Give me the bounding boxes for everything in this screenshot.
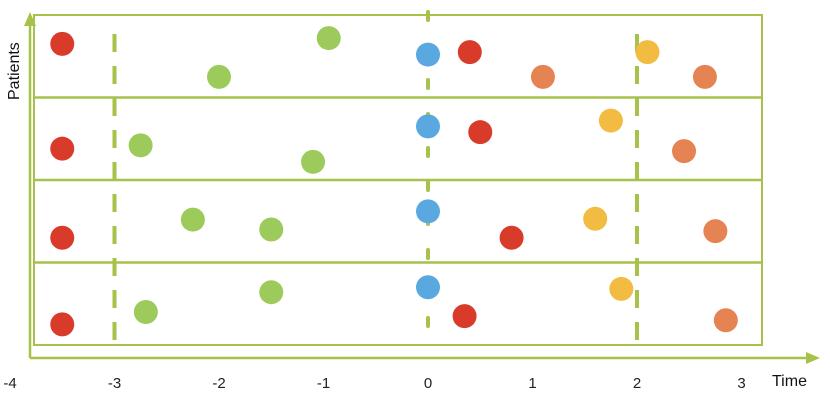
x-tick-labels: -4 -3 -2 -1 0 1 2 3 <box>3 375 745 392</box>
data-point-green <box>128 133 153 158</box>
data-point-red <box>499 225 524 250</box>
data-point-blue <box>416 114 440 139</box>
data-point-green <box>259 217 284 242</box>
data-point-orange <box>672 139 697 164</box>
data-point-green <box>180 207 205 232</box>
x-tick-label: 0 <box>424 375 432 392</box>
x-tick-label: 3 <box>737 375 745 392</box>
data-point-blue <box>416 42 440 67</box>
x-axis-title: Time <box>772 373 807 390</box>
data-point-red <box>457 40 482 65</box>
frame-layer <box>33 14 763 346</box>
x-axis-arrowhead <box>806 352 820 364</box>
axes <box>24 12 820 364</box>
x-tick-label: 2 <box>633 375 641 392</box>
data-point-blue <box>416 275 440 300</box>
data-point-orange <box>703 219 728 244</box>
y-axis-arrowhead <box>24 12 36 26</box>
x-tick-label: -2 <box>212 375 225 392</box>
data-point-red <box>50 136 75 161</box>
data-point-green <box>207 64 231 89</box>
x-tick-label: 1 <box>528 375 536 392</box>
data-point-red <box>50 312 75 337</box>
data-point-green <box>259 280 284 305</box>
data-point-orange <box>713 308 738 333</box>
data-point-orange <box>692 64 717 89</box>
y-axis-title: Patients <box>6 42 23 100</box>
data-point-yellow <box>598 108 623 133</box>
data-point-red <box>50 31 75 56</box>
data-point-orange <box>530 64 555 89</box>
data-point-red <box>468 120 493 145</box>
data-point-yellow <box>609 276 634 301</box>
data-point-red <box>50 225 75 250</box>
data-point-green <box>316 26 341 51</box>
data-point-red <box>452 304 477 329</box>
data-point-yellow <box>583 206 608 231</box>
data-points <box>50 26 738 337</box>
x-tick-label: -4 <box>3 375 16 392</box>
data-point-yellow <box>635 40 660 65</box>
x-tick-label: -1 <box>317 375 330 392</box>
x-tick-label: -3 <box>108 375 121 392</box>
data-point-green <box>301 149 326 174</box>
data-point-blue <box>416 199 440 224</box>
data-point-green <box>133 300 158 324</box>
